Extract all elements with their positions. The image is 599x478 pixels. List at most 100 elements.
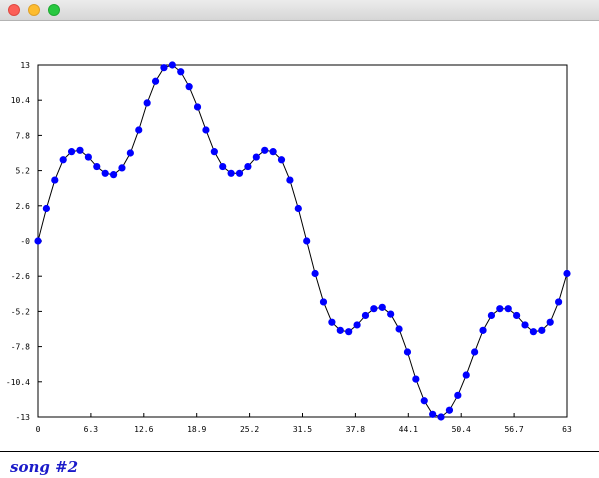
data-point [235, 169, 244, 177]
data-point [555, 298, 563, 306]
x-tick-label: 37.8 [346, 425, 365, 434]
data-point [336, 326, 344, 334]
data-point [328, 318, 336, 326]
data-point [277, 156, 286, 164]
series-line [37, 64, 568, 418]
close-window-button[interactable] [8, 4, 20, 16]
data-point [34, 237, 42, 245]
x-tick-label: 56.7 [504, 425, 523, 434]
data-point [454, 391, 462, 399]
data-point [538, 326, 546, 334]
data-point [378, 303, 386, 311]
data-point [219, 162, 227, 171]
data-point [76, 146, 84, 154]
plot-area: 0 6.3 12.6 18.9 25.2 31.5 37.8 44.1 50.4 56.7 63 13… [0, 21, 599, 451]
minimize-window-button[interactable] [28, 4, 40, 16]
x-tick-label: 63 [562, 425, 572, 434]
data-point [546, 318, 554, 326]
data-point [244, 162, 252, 171]
data-point [202, 126, 210, 134]
y-tick-label: 7.8 [16, 131, 31, 140]
data-point [361, 311, 370, 320]
zoom-window-button[interactable] [48, 4, 60, 16]
data-point [93, 162, 101, 171]
data-point [319, 298, 328, 306]
line-chart: 0 6.3 12.6 18.9 25.2 31.5 37.8 44.1 50.4 56.7 63 13… [6, 61, 572, 434]
data-point [101, 169, 109, 177]
data-points-layer [34, 61, 571, 421]
data-point [51, 176, 59, 184]
data-point [227, 169, 235, 177]
data-point [420, 397, 428, 405]
data-point [252, 153, 260, 161]
data-point [353, 321, 361, 329]
data-point [193, 103, 202, 111]
data-point [303, 237, 311, 245]
data-point [118, 164, 126, 172]
data-point [109, 171, 118, 179]
data-point [387, 310, 395, 318]
data-point [84, 153, 92, 161]
data-point [529, 328, 538, 336]
data-point [437, 413, 445, 421]
x-tick-label: 31.5 [293, 425, 312, 434]
data-point [445, 406, 454, 414]
y-tick-label: -5.2 [11, 307, 30, 316]
title-bar [0, 0, 599, 21]
data-point [429, 410, 437, 418]
series-line-layer [37, 64, 568, 418]
data-point [67, 148, 76, 156]
data-point [286, 176, 294, 184]
data-point [521, 321, 529, 329]
data-point [311, 269, 319, 278]
data-point [151, 77, 160, 85]
y-tick-label: -10.4 [6, 378, 30, 387]
data-point [143, 99, 151, 107]
data-point [185, 83, 193, 91]
x-tick-label: 50.4 [452, 425, 471, 434]
y-tick-label: -2.6 [11, 272, 30, 281]
y-tick-label: 2.6 [16, 202, 31, 211]
data-point [504, 305, 512, 313]
data-point [269, 148, 277, 156]
data-point [210, 148, 218, 156]
y-tick-label: 10.4 [11, 96, 30, 105]
data-point [126, 149, 134, 157]
x-tick-label: 12.6 [134, 425, 153, 434]
data-point [135, 126, 143, 134]
data-point [160, 64, 168, 72]
song-caption: song #2 [10, 458, 79, 476]
data-point [168, 61, 176, 69]
data-point [513, 311, 521, 320]
y-tick-label: 13 [20, 61, 30, 70]
y-tick-label: -7.8 [11, 343, 30, 352]
data-point [412, 375, 420, 383]
data-point [294, 204, 302, 213]
x-tick-label: 44.1 [399, 425, 418, 434]
x-tick-label: 25.2 [240, 425, 259, 434]
data-point [395, 325, 403, 333]
data-point [487, 311, 496, 320]
y-tick-label: -0 [20, 237, 30, 246]
data-point [370, 305, 378, 313]
data-point [42, 204, 50, 213]
x-tick-label: 6.3 [84, 425, 99, 434]
data-point [403, 348, 412, 356]
data-point [462, 371, 470, 379]
data-point [261, 146, 269, 154]
data-point [59, 156, 67, 164]
plot-frame [37, 64, 568, 418]
y-tick-label: 5.2 [16, 167, 31, 176]
x-tick-label: 18.9 [187, 425, 206, 434]
data-point [177, 68, 185, 76]
x-tick-label: 0 [36, 425, 41, 434]
data-point [496, 305, 504, 313]
data-point [345, 328, 353, 336]
data-point [479, 326, 487, 334]
caption-divider [0, 451, 599, 452]
data-point [471, 348, 479, 356]
y-tick-label: -13 [16, 413, 31, 422]
axis-ticks: 0 6.3 12.6 18.9 25.2 31.5 37.8 44.1 50.4 56.7 63 13… [6, 61, 572, 434]
data-point [563, 269, 571, 278]
